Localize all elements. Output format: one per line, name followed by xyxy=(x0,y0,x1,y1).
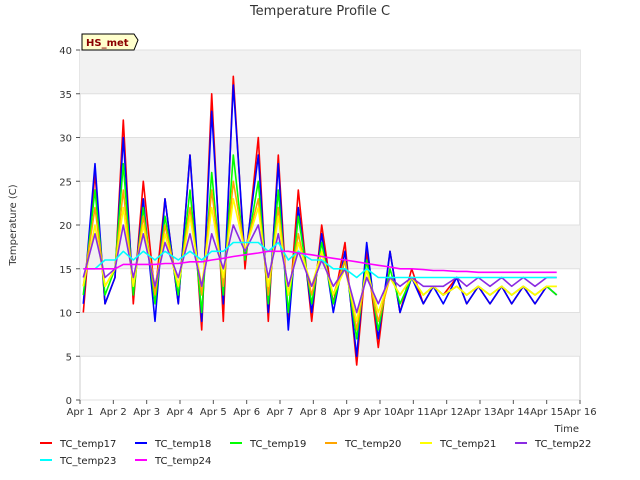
x-tick-label: Apr 1 xyxy=(67,407,94,418)
y-tick-label: 0 xyxy=(66,396,72,407)
badge-label: HS_met xyxy=(86,38,129,49)
series-lines xyxy=(82,75,558,366)
x-tick-label: Apr 7 xyxy=(267,407,294,418)
y-tick-label: 15 xyxy=(59,265,72,276)
legend-label: TC_temp21 xyxy=(439,439,496,450)
grid-band xyxy=(80,312,580,357)
x-axis-ticks: Apr 1 Apr 2 Apr 3 Apr 4 Apr 5 Apr 6 Apr 7 Apr 8… xyxy=(67,400,597,418)
x-tick-label: Apr 11 xyxy=(397,407,430,418)
series-line-TC_temp24 xyxy=(83,250,557,274)
x-tick-label: Apr 15 xyxy=(530,407,563,418)
x-axis-label: Time xyxy=(554,424,579,435)
grid-bands xyxy=(80,50,580,357)
y-tick-label: 30 xyxy=(59,134,72,145)
x-tick-label: Apr 10 xyxy=(363,407,396,418)
y-tick-label: 40 xyxy=(59,46,72,57)
y-axis-ticks: 0 5 10 15 20 25 30 35 40 xyxy=(59,46,80,407)
legend-label: TC_temp20 xyxy=(344,439,401,450)
x-tick-label: Apr 16 xyxy=(563,407,596,418)
legend-label: TC_temp17 xyxy=(59,439,116,450)
y-tick-label: 5 xyxy=(66,352,72,363)
y-tick-label: 25 xyxy=(59,177,72,188)
x-tick-label: Apr 2 xyxy=(100,407,127,418)
legend-label: TC_temp24 xyxy=(154,456,211,467)
grid-band xyxy=(80,225,580,269)
x-tick-label: Apr 3 xyxy=(133,407,160,418)
legend-label: TC_temp22 xyxy=(534,439,591,450)
series-line-TC_temp22 xyxy=(82,224,557,314)
legend: TC_temp17 TC_temp18 TC_temp19 TC_temp20 TC_t… xyxy=(40,439,591,467)
series-line-TC_temp23 xyxy=(83,241,557,279)
y-axis-label: Temperature (C) xyxy=(8,184,19,266)
grid-band xyxy=(80,137,580,182)
x-tick-label: Apr 14 xyxy=(497,407,530,418)
x-tick-label: Apr 12 xyxy=(430,407,463,418)
chart-title: Temperature Profile C xyxy=(249,4,390,19)
x-tick-label: Apr 13 xyxy=(463,407,496,418)
y-tick-label: 20 xyxy=(59,221,72,232)
legend-label: TC_temp23 xyxy=(59,456,116,467)
y-tick-label: 10 xyxy=(59,309,72,320)
x-tick-label: Apr 6 xyxy=(233,407,260,418)
gridlines xyxy=(80,49,580,401)
grid-band xyxy=(80,50,580,94)
y-tick-label: 35 xyxy=(59,90,72,101)
x-tick-label: Apr 8 xyxy=(300,407,327,418)
x-tick-label: Apr 9 xyxy=(333,407,360,418)
legend-label: TC_temp19 xyxy=(249,439,306,450)
hs-met-badge: HS_met xyxy=(81,33,139,51)
legend-label: TC_temp18 xyxy=(154,439,211,450)
x-tick-label: Apr 5 xyxy=(200,407,227,418)
x-tick-label: Apr 4 xyxy=(167,407,194,418)
